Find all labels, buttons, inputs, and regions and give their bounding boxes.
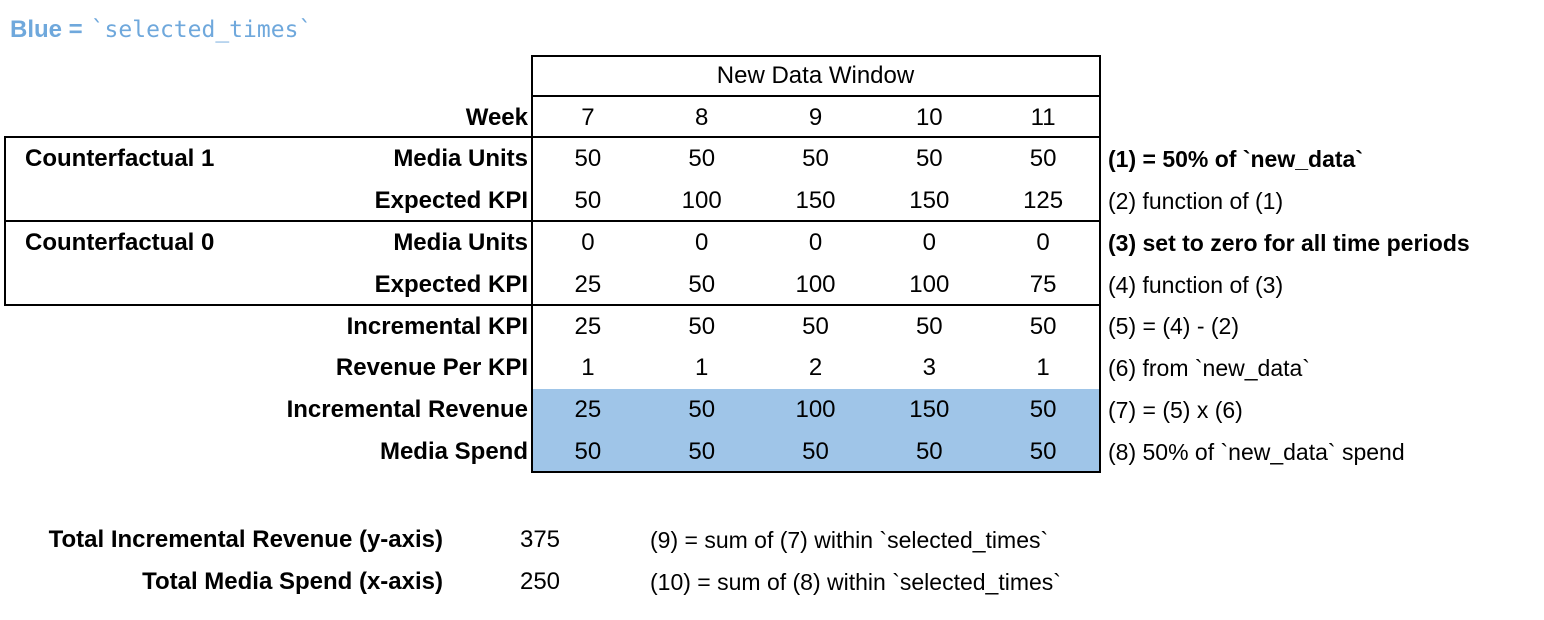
table-cell: 50 [802, 313, 829, 340]
row-annotation: (8) 50% of `new_data` spend [1108, 439, 1405, 465]
group-label: Counterfactual 0 [25, 229, 215, 256]
table-cell: 50 [1029, 396, 1057, 423]
total-label: Total Media Spend (x-axis) [142, 568, 443, 595]
table-cell: 50 [802, 145, 829, 172]
table-cell: 50 [1029, 313, 1057, 340]
row-label: Expected KPI [374, 271, 528, 298]
row-label: Media Units [393, 229, 528, 256]
group-label: Counterfactual 1 [25, 145, 215, 172]
table-cell: 1 [695, 354, 709, 381]
table-cell: 150 [795, 187, 836, 214]
total-value: 375 [519, 526, 561, 553]
table-cell: 50 [915, 438, 943, 465]
row-annotation: (2) function of (1) [1108, 188, 1284, 214]
table-cell: 0 [1036, 229, 1050, 256]
table-cell: 2 [808, 354, 823, 381]
table-cell: 50 [574, 187, 602, 214]
legend-code-selected-times: `selected_times` [90, 17, 313, 43]
table-cell: 25 [574, 396, 602, 423]
row-annotation: (1) = 50% of `new_data` [1108, 146, 1363, 172]
table-cell: 50 [802, 438, 829, 465]
table-cell: 50 [688, 396, 716, 423]
row-annotation: (4) function of (3) [1108, 272, 1284, 298]
table-cell: 25 [574, 313, 602, 340]
table-border-right [1099, 55, 1101, 473]
table-cell: 100 [795, 271, 836, 298]
table-cell: 100 [795, 396, 836, 423]
table-cell: 0 [695, 229, 709, 256]
table-cell: 50 [574, 438, 602, 465]
table-border-under-cf0 [4, 304, 1101, 306]
counterfactual-box-left [4, 136, 6, 306]
table-cell: 150 [909, 187, 950, 214]
row-annotation: (6) from `new_data` [1108, 355, 1310, 381]
table-cell: 75 [1029, 271, 1057, 298]
row-label: Revenue Per KPI [335, 354, 528, 381]
row-label: Incremental Revenue [286, 396, 528, 423]
table-cell: 50 [688, 438, 716, 465]
selected-times-highlight [532, 389, 1099, 472]
table-cell: 50 [915, 145, 943, 172]
week-label: Week [465, 104, 528, 131]
table-border-bottom [531, 471, 1101, 473]
total-annotation: (10) = sum of (8) within `selected_times… [650, 569, 1061, 595]
table-cell: 150 [909, 396, 950, 423]
table-cell: 1 [581, 354, 595, 381]
table-border-under-week [4, 136, 1101, 138]
table-cell: 3 [922, 354, 936, 381]
table-cell: 50 [688, 271, 716, 298]
table-cell: 100 [909, 271, 950, 298]
table-cell: 50 [688, 313, 716, 340]
row-label: Expected KPI [374, 187, 528, 214]
table-cell: 50 [1029, 145, 1057, 172]
week-cell: 11 [1030, 104, 1056, 131]
row-annotation: (5) = (4) - (2) [1108, 313, 1239, 339]
table-cell: 100 [681, 187, 722, 214]
week-cell: 8 [695, 104, 709, 131]
table-cell: 25 [574, 271, 602, 298]
row-label: Media Spend [379, 438, 528, 465]
table-border-under-cf1 [4, 220, 1101, 222]
table-header-title: New Data Window [716, 62, 915, 89]
row-label: Media Units [393, 145, 528, 172]
table-cell: 125 [1023, 187, 1064, 214]
table-cell: 1 [1036, 354, 1050, 381]
week-cell: 9 [808, 104, 823, 131]
table-cell: 50 [688, 145, 716, 172]
legend-blue-label: Blue = [10, 16, 83, 43]
table-border-left [531, 55, 533, 473]
table-cell: 0 [922, 229, 936, 256]
row-annotation: (3) set to zero for all time periods [1108, 230, 1470, 256]
week-cell: 7 [581, 104, 595, 131]
total-value: 250 [519, 568, 561, 595]
table-cell: 50 [1029, 438, 1057, 465]
legend: Blue = `selected_times` [10, 16, 312, 44]
total-label: Total Incremental Revenue (y-axis) [48, 526, 443, 553]
row-label: Incremental KPI [346, 313, 528, 340]
table-border-top [531, 55, 1101, 57]
table-cell: 50 [574, 145, 602, 172]
table-cell: 50 [915, 313, 943, 340]
table-cell: 0 [808, 229, 823, 256]
row-annotation: (7) = (5) x (6) [1108, 397, 1243, 423]
table-cell: 0 [581, 229, 595, 256]
week-cell: 10 [915, 104, 943, 131]
total-annotation: (9) = sum of (7) within `selected_times` [650, 527, 1049, 553]
table-border-under-header [531, 95, 1101, 97]
